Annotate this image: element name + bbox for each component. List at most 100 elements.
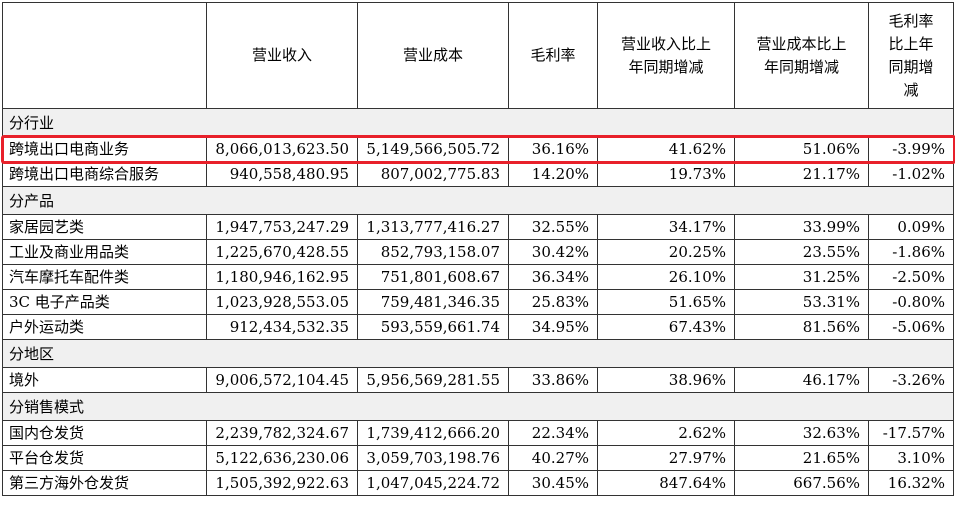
cell-revenue: 8,066,013,623.50: [206, 136, 358, 162]
table-row: 汽车摩托车配件类 1,180,946,162.95 751,801,608.67 36…: [2, 264, 954, 290]
table-row: 家居园艺类 1,947,753,247.29 1,313,777,416.27 32.…: [2, 214, 954, 240]
cell-margin: 30.42%: [508, 239, 598, 265]
row-name: 平台仓发货: [2, 445, 207, 471]
section-title: 分地区: [2, 339, 954, 368]
cell-cost: 759,481,346.35: [357, 289, 509, 315]
cell-revenue: 1,225,670,428.55: [206, 239, 358, 265]
header-line: 营业成本比上: [756, 34, 847, 53]
cell-cost: 751,801,608.67: [357, 264, 509, 290]
report-table-container: 营业收入 营业成本 毛利率 营业收入比上 年同期增减 营业成本比上 年同期增减 毛利…: [0, 2, 955, 496]
header-cost: 营业成本: [357, 2, 509, 109]
table-body: 分行业 跨境出口电商业务 8,066,013,623.50 5,149,566,505…: [2, 108, 954, 496]
cell-cost-change: 53.31%: [734, 289, 869, 315]
row-name: 第三方海外仓发货: [2, 470, 207, 496]
table-row: 平台仓发货 5,122,636,230.06 3,059,703,198.76 40.…: [2, 445, 954, 471]
cell-margin-change: 16.32%: [868, 470, 954, 496]
cell-cost-change: 21.65%: [734, 445, 869, 471]
cell-revenue: 912,434,532.35: [206, 314, 358, 340]
cell-margin: 36.34%: [508, 264, 598, 290]
header-margin: 毛利率: [508, 2, 598, 109]
table-row: 户外运动类 912,434,532.35 593,559,661.74 34.95% 6…: [2, 314, 954, 340]
section-row: 分行业: [2, 108, 954, 137]
header-line: 年同期增减: [628, 57, 704, 76]
cell-revenue: 5,122,636,230.06: [206, 445, 358, 471]
section-title: 分行业: [2, 108, 954, 137]
cell-margin-change: 3.10%: [868, 445, 954, 471]
cell-cost: 1,313,777,416.27: [357, 214, 509, 240]
row-name: 工业及商业用品类: [2, 239, 207, 265]
cell-margin: 32.55%: [508, 214, 598, 240]
table-row: 第三方海外仓发货 1,505,392,922.63 1,047,045,224.72…: [2, 470, 954, 496]
cell-revenue: 1,180,946,162.95: [206, 264, 358, 290]
cell-margin: 30.45%: [508, 470, 598, 496]
cell-revenue-change: 20.25%: [597, 239, 735, 265]
section-row: 分产品: [2, 186, 954, 215]
header-line: 年同期增减: [763, 57, 839, 76]
cell-revenue-change: 19.73%: [597, 161, 735, 187]
cell-cost: 807,002,775.83: [357, 161, 509, 187]
cell-margin-change: -3.26%: [868, 367, 954, 393]
table-row: 工业及商业用品类 1,225,670,428.55 852,793,158.07 30…: [2, 239, 954, 265]
cell-cost-change: 21.17%: [734, 161, 869, 187]
row-name: 户外运动类: [2, 314, 207, 340]
cell-cost-change: 32.63%: [734, 420, 869, 446]
cell-margin-change: -1.02%: [868, 161, 954, 187]
table-row: 跨境出口电商业务 8,066,013,623.50 5,149,566,505.72…: [2, 136, 954, 162]
cell-cost: 852,793,158.07: [357, 239, 509, 265]
header-line: 同期增: [888, 57, 934, 76]
cell-margin-change: -1.86%: [868, 239, 954, 265]
cell-revenue-change: 38.96%: [597, 367, 735, 393]
header-cost-change: 营业成本比上 年同期增减: [734, 2, 869, 109]
cell-revenue: 1,947,753,247.29: [206, 214, 358, 240]
table-row: 3C 电子产品类 1,023,928,553.05 759,481,346.35 25…: [2, 289, 954, 315]
header-blank: [2, 2, 207, 109]
table-row: 国内仓发货 2,239,782,324.67 1,739,412,666.20 22.…: [2, 420, 954, 446]
cell-revenue: 2,239,782,324.67: [206, 420, 358, 446]
cell-cost-change: 23.55%: [734, 239, 869, 265]
row-name: 境外: [2, 367, 207, 393]
section-title: 分销售模式: [2, 392, 954, 421]
cell-margin-change: -17.57%: [868, 420, 954, 446]
table-header-row: 营业收入 营业成本 毛利率 营业收入比上 年同期增减 营业成本比上 年同期增减 毛利…: [2, 2, 954, 109]
table-row: 跨境出口电商综合服务 940,558,480.95 807,002,775.83 14…: [2, 161, 954, 187]
cell-cost-change: 46.17%: [734, 367, 869, 393]
cell-margin: 25.83%: [508, 289, 598, 315]
cell-margin: 14.20%: [508, 161, 598, 187]
cell-revenue: 940,558,480.95: [206, 161, 358, 187]
header-line: 营业收入比上: [620, 34, 711, 53]
revenue-breakdown-table: 营业收入 营业成本 毛利率 营业收入比上 年同期增减 营业成本比上 年同期增减 毛利…: [2, 2, 954, 496]
cell-revenue-change: 51.65%: [597, 289, 735, 315]
cell-cost: 5,149,566,505.72: [357, 136, 509, 162]
cell-cost: 593,559,661.74: [357, 314, 509, 340]
cell-cost: 1,739,412,666.20: [357, 420, 509, 446]
cell-revenue: 1,023,928,553.05: [206, 289, 358, 315]
row-name: 3C 电子产品类: [2, 289, 207, 315]
cell-revenue: 1,505,392,922.63: [206, 470, 358, 496]
row-name: 跨境出口电商综合服务: [2, 161, 207, 187]
cell-margin: 22.34%: [508, 420, 598, 446]
cell-cost-change: 667.56%: [734, 470, 869, 496]
cell-margin-change: -3.99%: [868, 136, 954, 162]
cell-margin-change: -0.80%: [868, 289, 954, 315]
cell-cost-change: 51.06%: [734, 136, 869, 162]
cell-revenue-change: 2.62%: [597, 420, 735, 446]
row-name: 国内仓发货: [2, 420, 207, 446]
cell-cost-change: 81.56%: [734, 314, 869, 340]
cell-margin: 34.95%: [508, 314, 598, 340]
cell-margin: 33.86%: [508, 367, 598, 393]
row-name: 家居园艺类: [2, 214, 207, 240]
cell-cost-change: 33.99%: [734, 214, 869, 240]
header-line: 毛利率: [888, 11, 934, 30]
header-margin-change: 毛利率 比上年 同期增减: [868, 2, 954, 109]
header-revenue-change: 营业收入比上 年同期增减: [597, 2, 735, 109]
cell-revenue-change: 26.10%: [597, 264, 735, 290]
table-row: 境外 9,006,572,104.45 5,956,569,281.55 33.86%…: [2, 367, 954, 393]
cell-margin: 36.16%: [508, 136, 598, 162]
cell-revenue-change: 27.97%: [597, 445, 735, 471]
cell-cost: 5,956,569,281.55: [357, 367, 509, 393]
cell-margin-change: -5.06%: [868, 314, 954, 340]
section-row: 分销售模式: [2, 392, 954, 421]
cell-margin: 40.27%: [508, 445, 598, 471]
cell-margin-change: 0.09%: [868, 214, 954, 240]
cell-revenue-change: 67.43%: [597, 314, 735, 340]
